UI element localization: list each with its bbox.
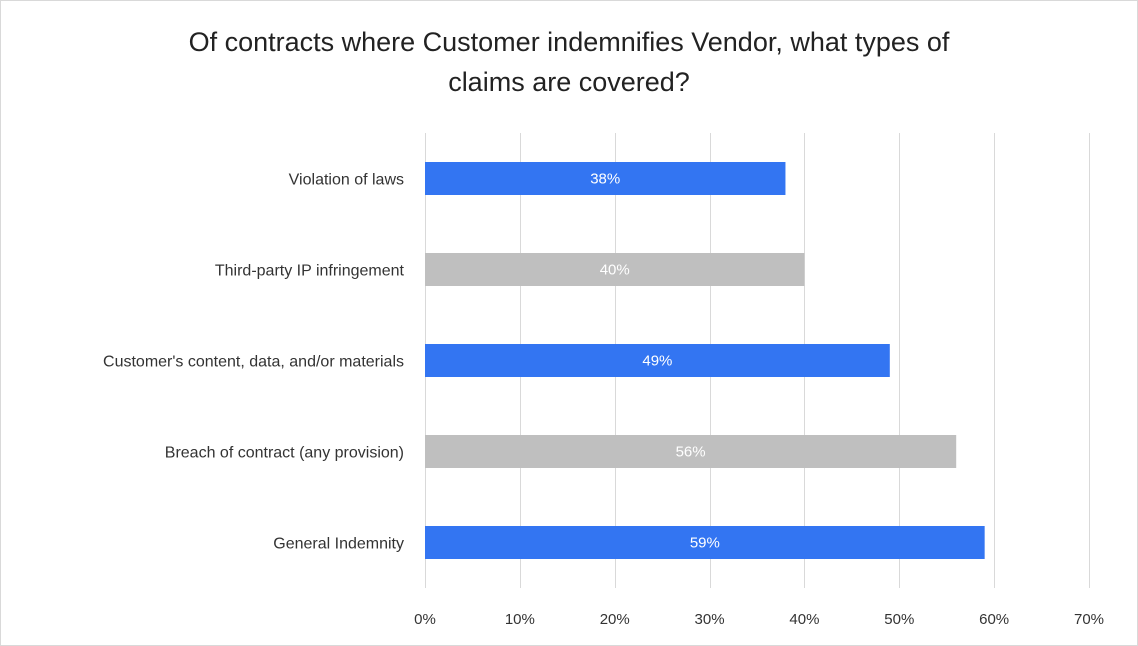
x-tick-label: 40% bbox=[789, 611, 819, 628]
x-tick-label: 10% bbox=[505, 611, 535, 628]
bars: 38% 40% 49% 56% 59% bbox=[425, 162, 985, 559]
category-label: Customer's content, data, and/or materia… bbox=[103, 354, 404, 371]
bar bbox=[425, 253, 805, 286]
chart-title-line-1: Of contracts where Customer indemnifies … bbox=[188, 27, 950, 57]
x-tick-label: 30% bbox=[695, 611, 725, 628]
bar-value-label: 49% bbox=[642, 353, 672, 370]
bar bbox=[425, 526, 985, 559]
chart-title: Of contracts where Customer indemnifies … bbox=[0, 22, 1138, 102]
x-tick-label: 0% bbox=[414, 611, 436, 628]
x-tick-label: 20% bbox=[600, 611, 630, 628]
bar-value-label: 59% bbox=[690, 535, 720, 552]
bar-value-label: 56% bbox=[676, 444, 706, 461]
bar-value-label: 40% bbox=[600, 262, 630, 279]
x-tick-label: 70% bbox=[1074, 611, 1104, 628]
category-label: General Indemnity bbox=[273, 536, 404, 553]
chart-title-line-2: claims are covered? bbox=[448, 67, 690, 97]
category-label: Violation of laws bbox=[289, 172, 404, 189]
category-labels: Violation of laws Third-party IP infringe… bbox=[103, 172, 405, 553]
bar-value-label: 38% bbox=[590, 171, 620, 188]
bar bbox=[425, 435, 957, 468]
category-label: Third-party IP infringement bbox=[215, 263, 405, 280]
x-tick-label: 60% bbox=[979, 611, 1009, 628]
x-tick-labels: 0% 10% 20% 30% 40% 50% 60% 70% bbox=[414, 611, 1104, 628]
x-tick-label: 50% bbox=[884, 611, 914, 628]
bar bbox=[425, 162, 786, 195]
bar bbox=[425, 344, 890, 377]
category-label: Breach of contract (any provision) bbox=[165, 445, 404, 462]
